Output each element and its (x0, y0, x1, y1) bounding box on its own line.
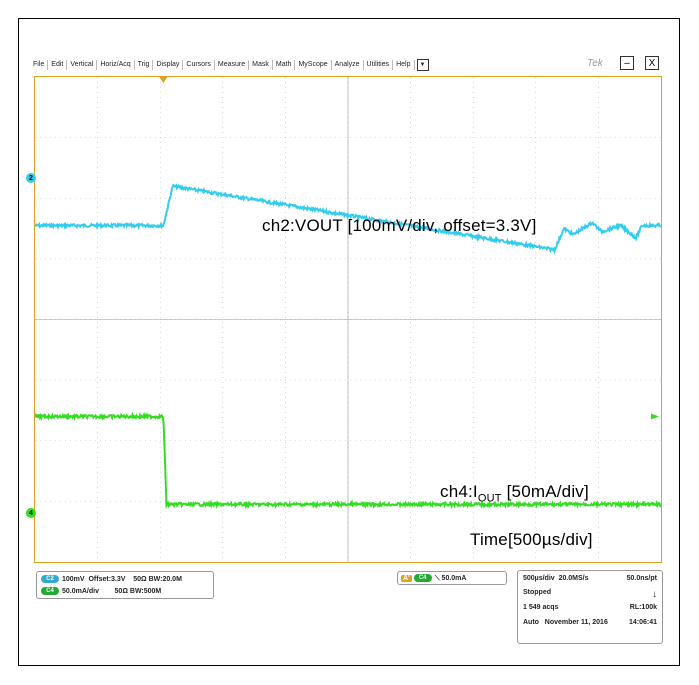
ch2-level-marker[interactable]: 2 (26, 173, 36, 183)
trigger-level-marker[interactable] (651, 413, 659, 420)
acquisition-panel[interactable]: 500µs/div 20.0MS/s 50.0ns/pt Stopped ↓ 1 5… (517, 570, 663, 644)
trigger-position-marker[interactable] (159, 77, 168, 83)
trigger-settings: A' C4 ⟍ 50.0mA (401, 574, 467, 582)
minimize-button[interactable]: – (620, 56, 634, 70)
menu-bar: File Edit Vertical Horiz/Acq Trig Display Curs… (30, 58, 670, 72)
menu-item-measure[interactable]: Measure (215, 60, 250, 70)
ch4-badge: C4 (41, 587, 59, 595)
trigger-source-badge: C4 (413, 574, 432, 582)
trigger-slope-icon: ⟍ (434, 574, 440, 582)
ch2-badge: C2 (41, 575, 59, 583)
menu-item-math[interactable]: Math (273, 60, 296, 70)
ch2-annotation: ch2:VOUT [100mV/div, offset=3.3V] (262, 216, 537, 235)
brand-logo: Tek (587, 58, 603, 69)
channel-settings-panel[interactable]: C2 100mV Offset:3.3V 50Ω BW:20.0M C4 50.0m… (36, 571, 214, 599)
menu-item-display[interactable]: Display (153, 60, 184, 70)
menu-item-myscope[interactable]: MyScope (295, 60, 332, 70)
menu-item-cursors[interactable]: Cursors (183, 60, 215, 70)
ch4-annotation: ch4:IOUT [50mA/div] (440, 482, 589, 505)
time-annotation: Time[500µs/div] (470, 530, 593, 549)
menu-item-mask[interactable]: Mask (249, 60, 273, 70)
menu-item-trig[interactable]: Trig (135, 60, 154, 70)
menu-item-file[interactable]: File (30, 60, 49, 70)
menu-item-edit[interactable]: Edit (48, 60, 68, 70)
single-arrow-icon: ↓ (652, 589, 657, 600)
ch2-waveform (35, 183, 661, 256)
ch4-waveform (35, 411, 661, 510)
menu-item-horiz-acq[interactable]: Horiz/Acq (97, 60, 135, 70)
menu-dropdown-icon[interactable]: ▼ (416, 59, 429, 71)
close-button[interactable]: X (645, 56, 659, 70)
waveform-plot (35, 77, 661, 562)
ch2-settings: C2 100mV Offset:3.3V 50Ω BW:20.0M (41, 575, 182, 583)
trigger-panel[interactable]: A' C4 ⟍ 50.0mA (397, 571, 507, 585)
figure-frame (18, 18, 680, 666)
ch4-level-marker[interactable]: 4 (26, 508, 36, 518)
scope-display (34, 76, 662, 563)
ch4-settings: C4 50.0mA/div 50Ω BW:500M (41, 587, 161, 595)
menu-item-help[interactable]: Help (393, 60, 415, 70)
menu-item-analyze[interactable]: Analyze (332, 60, 364, 70)
menu-item-vertical[interactable]: Vertical (67, 60, 98, 70)
menu-item-utilities[interactable]: Utilities (364, 60, 394, 70)
